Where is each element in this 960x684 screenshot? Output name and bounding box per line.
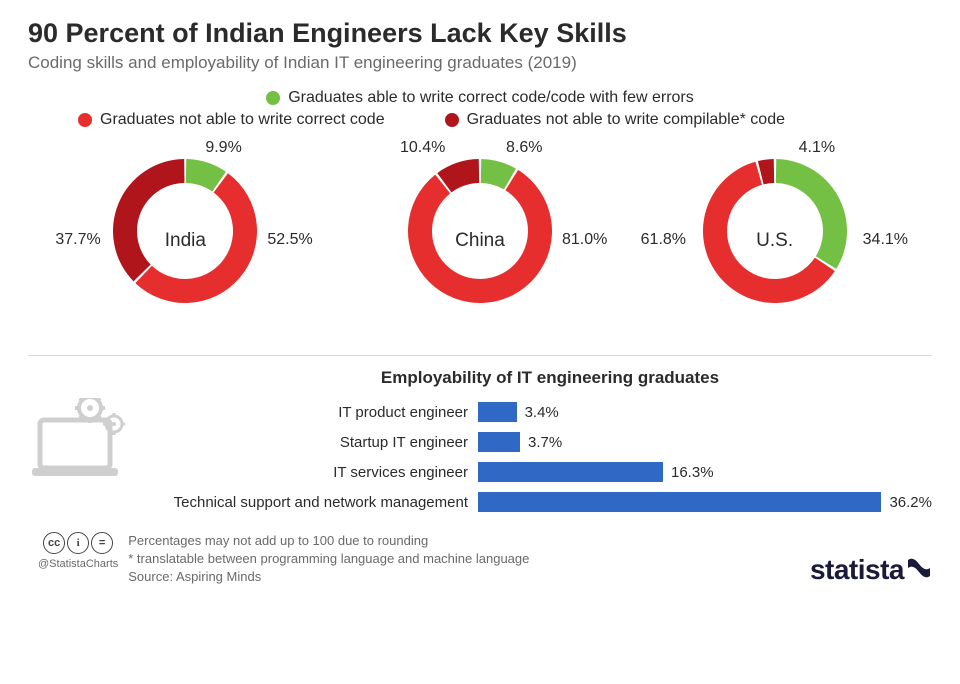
bar-row: IT services engineer 16.3% (168, 462, 932, 482)
legend-row-1: Graduates able to write correct code/cod… (28, 89, 932, 107)
footnote-source: Source: Aspiring Minds (128, 568, 529, 586)
slice-label-correct: 34.1% (863, 231, 908, 249)
donut-china: China 8.6% 81.0% 10.4% (340, 141, 620, 341)
bar-value: 16.3% (671, 464, 714, 481)
footer: cc i = @StatistaCharts Percentages may n… (28, 532, 932, 587)
donut-charts: India 9.9% 52.5% 37.7% China 8.6% 81.0% 10.4% U.… (28, 141, 932, 341)
bar-label: Startup IT engineer (168, 434, 478, 451)
donut-center-label: India (165, 230, 206, 252)
cc-license-icon: cc i = @StatistaCharts (38, 532, 118, 570)
bar-label: Technical support and network management (168, 494, 478, 511)
bar-value: 36.2% (889, 494, 932, 511)
legend-not-compilable: Graduates not able to write compilable* … (445, 111, 785, 129)
slice-label-not_correct: 52.5% (267, 231, 312, 249)
legend-not-correct: Graduates not able to write correct code (78, 111, 385, 129)
bar-label: IT product engineer (168, 404, 478, 421)
donut-india: India 9.9% 52.5% 37.7% (45, 141, 325, 341)
slice-label-not_compilable: 37.7% (55, 231, 100, 249)
bar-fill (478, 402, 517, 422)
slice-label-correct: 9.9% (205, 139, 241, 157)
donut-center-label: China (455, 230, 505, 252)
page-subtitle: Coding skills and employability of India… (28, 53, 932, 73)
divider (28, 355, 932, 356)
legend-correct: Graduates able to write correct code/cod… (266, 89, 694, 107)
computer-gear-icon (28, 368, 168, 522)
legend-row-2: Graduates not able to write correct code… (28, 111, 932, 129)
legend-correct-label: Graduates able to write correct code/cod… (288, 89, 694, 107)
bar-value: 3.7% (528, 434, 562, 451)
bar-label: IT services engineer (168, 464, 478, 481)
bar-row: Startup IT engineer 3.7% (168, 432, 932, 452)
legend-not-compilable-label: Graduates not able to write compilable* … (467, 111, 785, 129)
bar-section: Employability of IT engineering graduate… (28, 368, 932, 522)
footnote-2: * translatable between programming langu… (128, 550, 529, 568)
swatch-correct (266, 91, 280, 105)
slice-not_compilable (113, 159, 184, 281)
bar-chart: IT product engineer 3.4% Startup IT engine… (168, 402, 932, 512)
slice-label-correct: 8.6% (506, 139, 542, 157)
bar-row: Technical support and network management… (168, 492, 932, 512)
swatch-not-compilable (445, 113, 459, 127)
footnote-1: Percentages may not add up to 100 due to… (128, 532, 529, 550)
bar-fill (478, 462, 663, 482)
slice-label-not_compilable: 4.1% (799, 139, 835, 157)
donut-us: U.S. 34.1% 61.8% 4.1% (635, 141, 915, 341)
slice-label-not_correct: 81.0% (562, 231, 607, 249)
bar-value: 3.4% (525, 404, 559, 421)
slice-label-not_correct: 61.8% (641, 231, 686, 249)
swatch-not-correct (78, 113, 92, 127)
bar-row: IT product engineer 3.4% (168, 402, 932, 422)
page-title: 90 Percent of Indian Engineers Lack Key … (28, 18, 932, 49)
slice-label-not_compilable: 10.4% (400, 139, 445, 157)
footnotes: Percentages may not add up to 100 due to… (128, 532, 529, 587)
bar-fill (478, 432, 520, 452)
slice-correct (775, 159, 846, 269)
donut-center-label: U.S. (756, 230, 793, 252)
bar-chart-title: Employability of IT engineering graduate… (168, 368, 932, 388)
handle-text: @StatistaCharts (38, 558, 118, 570)
legend-not-correct-label: Graduates not able to write correct code (100, 111, 385, 129)
bar-fill (478, 492, 881, 512)
statista-logo: statista (810, 554, 932, 587)
